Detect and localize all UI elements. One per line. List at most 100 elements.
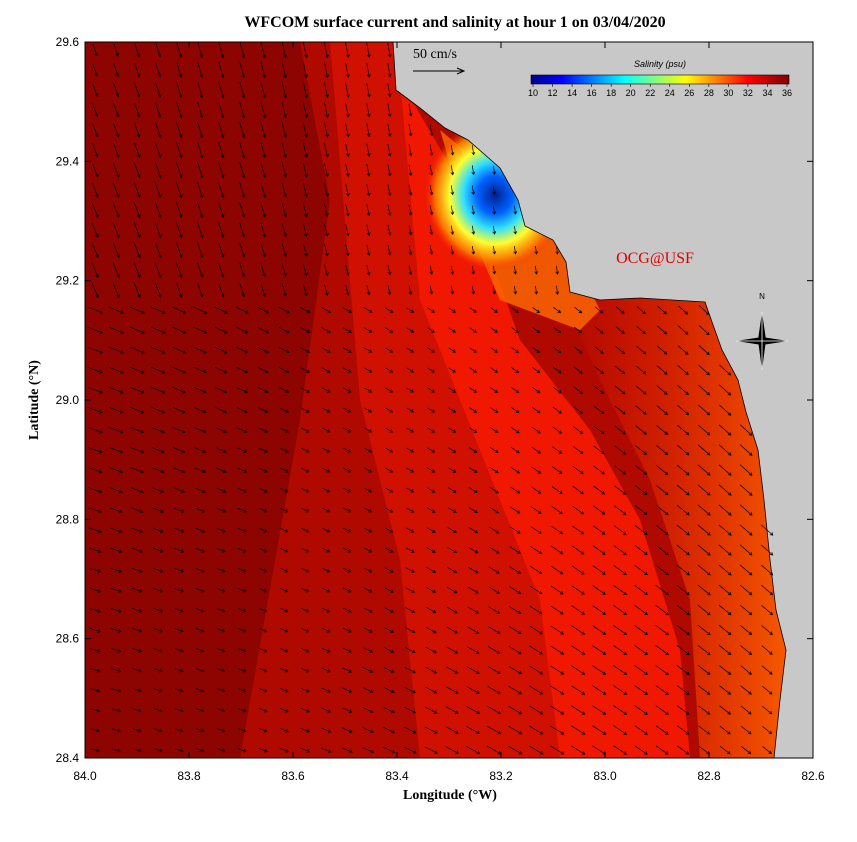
current-arrow bbox=[239, 182, 246, 199]
current-arrow bbox=[322, 547, 331, 553]
current-arrow bbox=[490, 407, 499, 413]
current-arrow bbox=[324, 82, 329, 99]
current-arrow bbox=[324, 122, 329, 138]
current-arrow bbox=[215, 407, 228, 414]
current-arrow bbox=[509, 526, 521, 534]
current-arrow bbox=[301, 607, 310, 613]
current-arrow bbox=[719, 665, 732, 675]
current-arrow bbox=[471, 205, 476, 215]
current-arrow bbox=[406, 427, 415, 433]
current-arrow bbox=[555, 265, 560, 275]
current-arrow bbox=[634, 605, 648, 616]
current-arrow bbox=[513, 265, 518, 275]
current-arrow bbox=[634, 584, 648, 596]
current-arrow bbox=[613, 725, 628, 735]
current-arrow bbox=[366, 163, 371, 177]
current-arrow bbox=[677, 385, 689, 396]
current-arrow bbox=[513, 205, 518, 215]
current-arrow bbox=[429, 144, 434, 156]
current-arrow bbox=[613, 745, 628, 755]
current-arrow bbox=[302, 82, 309, 99]
current-arrow bbox=[739, 464, 753, 476]
current-arrow bbox=[259, 668, 268, 673]
current-arrow bbox=[214, 346, 228, 354]
current-arrow bbox=[404, 726, 417, 734]
current-arrow bbox=[425, 686, 438, 694]
current-arrow bbox=[571, 645, 586, 655]
current-arrow bbox=[614, 385, 626, 395]
current-arrow bbox=[342, 347, 352, 353]
current-arrow bbox=[534, 265, 539, 275]
current-arrow bbox=[698, 325, 710, 336]
x-tick-label: 83.8 bbox=[177, 769, 201, 783]
current-arrow bbox=[571, 585, 585, 595]
current-arrow bbox=[363, 327, 373, 333]
current-arrow bbox=[571, 685, 586, 695]
current-arrow bbox=[572, 485, 584, 495]
current-arrow bbox=[194, 447, 206, 454]
current-arrow bbox=[343, 547, 352, 553]
current-arrow bbox=[345, 284, 350, 296]
current-arrow bbox=[172, 346, 187, 354]
current-arrow bbox=[321, 327, 332, 333]
current-arrow bbox=[216, 507, 227, 513]
current-arrow bbox=[150, 326, 166, 334]
current-arrow bbox=[108, 346, 124, 354]
current-arrow bbox=[173, 447, 186, 454]
current-arrow bbox=[531, 426, 541, 434]
current-arrow bbox=[718, 524, 732, 536]
current-arrow bbox=[132, 648, 143, 653]
current-arrow bbox=[553, 326, 562, 334]
current-arrow bbox=[260, 182, 267, 198]
current-arrow bbox=[345, 62, 350, 78]
current-arrow bbox=[133, 242, 141, 259]
current-arrow bbox=[553, 307, 562, 314]
current-arrow bbox=[551, 466, 563, 474]
current-arrow bbox=[87, 306, 104, 314]
current-arrow bbox=[445, 706, 459, 714]
current-arrow bbox=[152, 567, 164, 573]
current-arrow bbox=[676, 444, 690, 456]
current-arrow bbox=[176, 162, 183, 179]
current-arrow bbox=[761, 584, 774, 596]
current-arrow bbox=[571, 545, 585, 555]
current-arrow bbox=[345, 82, 350, 98]
current-arrow bbox=[676, 464, 690, 476]
current-arrow bbox=[151, 366, 166, 374]
current-arrow bbox=[366, 285, 371, 296]
current-arrow bbox=[469, 367, 477, 373]
current-arrow bbox=[281, 102, 288, 119]
y-tick-label: 28.6 bbox=[56, 632, 80, 646]
current-arrow bbox=[592, 625, 607, 635]
current-arrow bbox=[341, 727, 353, 733]
current-arrow bbox=[532, 327, 541, 333]
current-arrow bbox=[109, 467, 124, 474]
current-arrow bbox=[237, 447, 248, 453]
current-arrow bbox=[132, 668, 142, 673]
current-arrow bbox=[529, 585, 543, 595]
current-arrow bbox=[426, 607, 437, 614]
current-arrow bbox=[387, 224, 392, 236]
current-arrow bbox=[531, 406, 541, 414]
current-arrow bbox=[176, 282, 183, 298]
current-arrow bbox=[131, 527, 144, 533]
current-arrow bbox=[594, 346, 604, 354]
current-arrow bbox=[487, 666, 501, 674]
current-arrow bbox=[195, 588, 205, 593]
current-arrow bbox=[129, 366, 145, 374]
current-arrow bbox=[656, 405, 668, 415]
current-arrow bbox=[321, 367, 331, 373]
current-arrow bbox=[92, 143, 99, 158]
current-arrow bbox=[406, 367, 415, 373]
current-arrow bbox=[447, 507, 457, 513]
current-arrow bbox=[87, 386, 103, 394]
current-arrow bbox=[510, 426, 520, 434]
current-arrow bbox=[718, 484, 732, 496]
current-arrow bbox=[366, 264, 371, 276]
current-arrow bbox=[364, 467, 373, 473]
current-arrow bbox=[404, 647, 416, 654]
current-arrow bbox=[342, 367, 352, 373]
current-arrow bbox=[655, 484, 669, 496]
current-arrow bbox=[384, 647, 395, 653]
current-arrow bbox=[406, 387, 415, 393]
